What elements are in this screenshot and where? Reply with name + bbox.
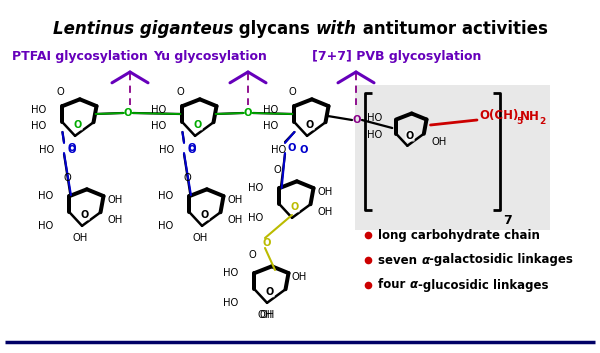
Text: four: four [378, 279, 409, 292]
Text: OH: OH [193, 233, 208, 243]
Text: HO: HO [263, 105, 278, 115]
Text: α: α [421, 253, 429, 267]
Text: O: O [188, 145, 197, 155]
Text: O: O [353, 115, 361, 125]
Text: HO: HO [248, 183, 263, 193]
Text: HO: HO [158, 191, 173, 201]
Text: O: O [288, 143, 296, 153]
Text: OH: OH [317, 207, 332, 217]
Text: antitumor activities: antitumor activities [356, 20, 547, 38]
Text: O: O [201, 210, 209, 220]
Text: -glucosidic linkages: -glucosidic linkages [418, 279, 548, 292]
Text: HO: HO [39, 145, 54, 155]
Text: HO: HO [248, 213, 263, 223]
Text: HO: HO [367, 130, 382, 140]
Text: seven: seven [378, 253, 421, 267]
Text: OH: OH [107, 215, 122, 225]
Text: O: O [406, 131, 414, 141]
Text: 7: 7 [503, 214, 512, 227]
Text: O: O [291, 202, 299, 212]
Text: 2: 2 [539, 118, 545, 126]
Text: HO: HO [271, 145, 286, 155]
Text: O: O [67, 143, 76, 153]
Text: O: O [266, 287, 274, 297]
Text: OH: OH [227, 215, 242, 225]
Text: HO: HO [367, 113, 382, 123]
Text: O: O [300, 145, 308, 155]
Text: O: O [194, 120, 202, 130]
Text: O: O [124, 108, 132, 118]
Text: O: O [176, 87, 184, 97]
Text: O: O [56, 87, 64, 97]
Text: OH: OH [257, 310, 272, 320]
Bar [355, 85, 550, 230]
Text: long carbohydrate chain: long carbohydrate chain [378, 228, 540, 241]
Text: OH: OH [292, 272, 307, 282]
Text: HO: HO [151, 105, 166, 115]
Text: [7+7] PVB glycosylation: [7+7] PVB glycosylation [313, 50, 482, 63]
Text: NH: NH [520, 109, 540, 122]
Text: HO: HO [158, 221, 173, 231]
Text: O: O [288, 87, 296, 97]
Text: PTFAI glycosylation: PTFAI glycosylation [12, 50, 148, 63]
Text: α: α [409, 279, 418, 292]
Text: O: O [74, 120, 82, 130]
Text: O: O [81, 210, 89, 220]
Text: HO: HO [223, 268, 238, 278]
Text: O: O [248, 250, 256, 260]
Text: OH: OH [107, 195, 122, 205]
Text: HO: HO [38, 221, 53, 231]
Text: OH: OH [227, 195, 242, 205]
Text: O: O [183, 173, 191, 183]
Text: HO: HO [38, 191, 53, 201]
Text: HO: HO [223, 298, 238, 308]
Text: -galactosidic linkages: -galactosidic linkages [429, 253, 573, 267]
Text: HO: HO [151, 121, 166, 131]
Text: OH: OH [260, 310, 275, 320]
Text: OH: OH [73, 233, 88, 243]
Text: HO: HO [31, 121, 46, 131]
Text: 5: 5 [516, 118, 522, 126]
Text: Lentinus giganteus: Lentinus giganteus [53, 20, 233, 38]
Text: HO: HO [159, 145, 174, 155]
Text: O: O [306, 120, 314, 130]
Text: with: with [316, 20, 356, 38]
Text: O: O [68, 145, 77, 155]
Text: HO: HO [31, 105, 46, 115]
Text: Yu glycosylation: Yu glycosylation [153, 50, 267, 63]
Text: O: O [273, 165, 281, 175]
Text: O: O [63, 173, 71, 183]
Text: O: O [263, 238, 271, 248]
Text: glycans: glycans [233, 20, 316, 38]
Text: OH: OH [432, 137, 447, 147]
Text: HO: HO [263, 121, 278, 131]
Text: OH: OH [317, 187, 332, 197]
Text: O: O [244, 108, 252, 118]
Text: O: O [187, 143, 196, 153]
Text: O(CH): O(CH) [479, 109, 518, 122]
